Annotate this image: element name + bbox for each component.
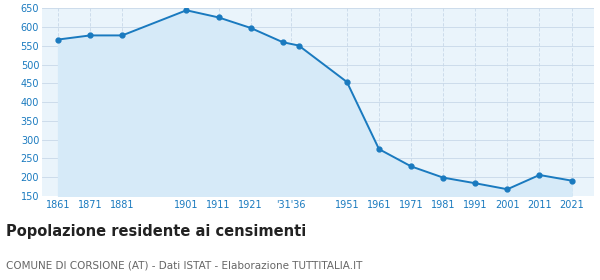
Text: Popolazione residente ai censimenti: Popolazione residente ai censimenti [6,224,306,239]
Text: COMUNE DI CORSIONE (AT) - Dati ISTAT - Elaborazione TUTTITALIA.IT: COMUNE DI CORSIONE (AT) - Dati ISTAT - E… [6,260,362,270]
